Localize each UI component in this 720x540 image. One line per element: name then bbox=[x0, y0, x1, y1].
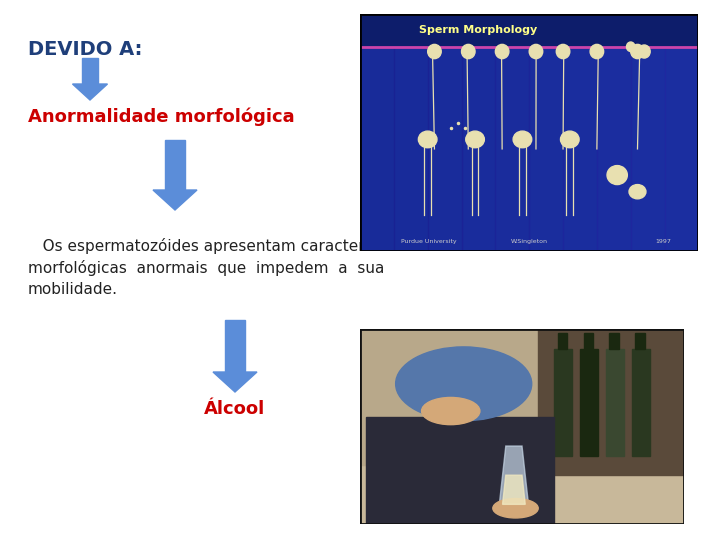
Ellipse shape bbox=[607, 166, 627, 185]
Bar bbox=[360, 14, 394, 251]
Ellipse shape bbox=[428, 44, 441, 59]
Polygon shape bbox=[500, 446, 528, 504]
Polygon shape bbox=[213, 372, 257, 392]
Bar bbox=[165, 140, 185, 190]
Bar bbox=[360, 14, 698, 47]
Ellipse shape bbox=[590, 44, 603, 59]
Bar bbox=[529, 14, 563, 251]
Bar bbox=[225, 320, 245, 372]
Ellipse shape bbox=[492, 498, 538, 518]
Bar bbox=[635, 333, 645, 349]
Text: mobilidade.: mobilidade. bbox=[28, 282, 118, 297]
Bar bbox=[82, 58, 98, 84]
Ellipse shape bbox=[418, 131, 437, 148]
Bar bbox=[539, 329, 684, 475]
Bar bbox=[580, 349, 598, 456]
Text: 1997: 1997 bbox=[655, 239, 671, 244]
Bar bbox=[462, 14, 495, 251]
Bar bbox=[597, 14, 631, 251]
Ellipse shape bbox=[560, 131, 579, 148]
Ellipse shape bbox=[462, 44, 475, 59]
Text: Purdue University: Purdue University bbox=[400, 239, 456, 244]
Bar bbox=[495, 14, 529, 251]
Text: Os espermatozóides apresentam características: Os espermatozóides apresentam caracterís… bbox=[28, 238, 413, 254]
Ellipse shape bbox=[557, 44, 570, 59]
Bar bbox=[609, 333, 619, 349]
Ellipse shape bbox=[395, 347, 531, 421]
Bar bbox=[631, 14, 665, 251]
Bar bbox=[606, 349, 624, 456]
Ellipse shape bbox=[422, 397, 480, 424]
Text: Anormalidade morfológica: Anormalidade morfológica bbox=[28, 108, 294, 126]
Bar bbox=[360, 329, 684, 465]
Polygon shape bbox=[73, 84, 107, 100]
Bar bbox=[632, 349, 650, 456]
Text: Álcool: Álcool bbox=[204, 400, 266, 418]
Bar bbox=[366, 417, 554, 524]
Ellipse shape bbox=[631, 44, 644, 59]
Ellipse shape bbox=[639, 45, 650, 58]
Text: DEVIDO A:: DEVIDO A: bbox=[28, 40, 143, 59]
Ellipse shape bbox=[495, 44, 509, 59]
Ellipse shape bbox=[626, 42, 635, 51]
Text: W.Singleton: W.Singleton bbox=[510, 239, 548, 244]
Bar bbox=[584, 333, 593, 349]
Text: Sperm Morphology: Sperm Morphology bbox=[419, 25, 538, 35]
Bar bbox=[563, 14, 597, 251]
Bar bbox=[428, 14, 462, 251]
Ellipse shape bbox=[529, 44, 543, 59]
Bar bbox=[554, 349, 572, 456]
Bar bbox=[557, 333, 567, 349]
Polygon shape bbox=[153, 190, 197, 210]
Bar bbox=[394, 14, 428, 251]
Ellipse shape bbox=[513, 131, 532, 148]
Bar bbox=[665, 14, 698, 251]
Ellipse shape bbox=[629, 185, 646, 199]
Text: morfológicas  anormais  que  impedem  a  sua: morfológicas anormais que impedem a sua bbox=[28, 260, 384, 276]
Ellipse shape bbox=[466, 131, 485, 148]
Polygon shape bbox=[503, 475, 526, 504]
